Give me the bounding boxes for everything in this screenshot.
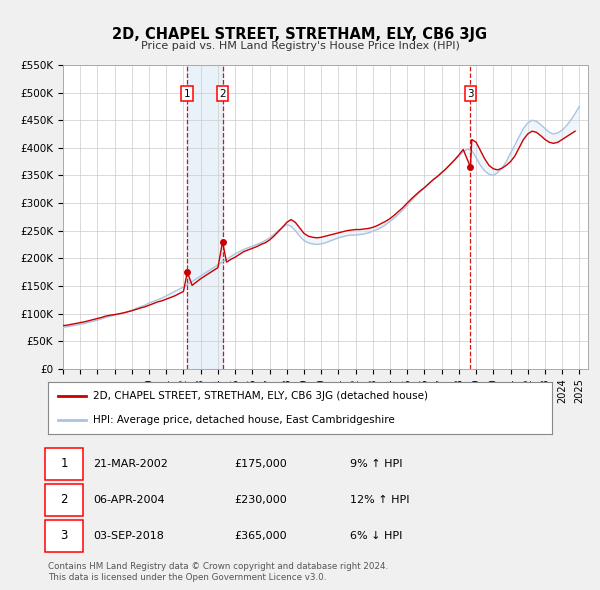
Text: 2D, CHAPEL STREET, STRETHAM, ELY, CB6 3JG: 2D, CHAPEL STREET, STRETHAM, ELY, CB6 3J… — [112, 27, 488, 42]
Text: 2: 2 — [61, 493, 68, 506]
Text: 12% ↑ HPI: 12% ↑ HPI — [350, 495, 410, 505]
Text: 1: 1 — [61, 457, 68, 470]
Text: HPI: Average price, detached house, East Cambridgeshire: HPI: Average price, detached house, East… — [94, 415, 395, 425]
Text: This data is licensed under the Open Government Licence v3.0.: This data is licensed under the Open Gov… — [48, 572, 326, 582]
Text: 06-APR-2004: 06-APR-2004 — [94, 495, 165, 505]
Text: £230,000: £230,000 — [235, 495, 287, 505]
FancyBboxPatch shape — [46, 520, 83, 552]
Bar — [187, 65, 223, 369]
FancyBboxPatch shape — [46, 484, 83, 516]
Text: Contains HM Land Registry data © Crown copyright and database right 2024.: Contains HM Land Registry data © Crown c… — [48, 562, 388, 571]
Text: 2: 2 — [219, 88, 226, 99]
Text: 6% ↓ HPI: 6% ↓ HPI — [350, 531, 403, 541]
Text: 21-MAR-2002: 21-MAR-2002 — [94, 459, 168, 469]
FancyBboxPatch shape — [46, 448, 83, 480]
Text: 2D, CHAPEL STREET, STRETHAM, ELY, CB6 3JG (detached house): 2D, CHAPEL STREET, STRETHAM, ELY, CB6 3J… — [94, 391, 428, 401]
Text: £175,000: £175,000 — [235, 459, 287, 469]
Text: 9% ↑ HPI: 9% ↑ HPI — [350, 459, 403, 469]
Text: 03-SEP-2018: 03-SEP-2018 — [94, 531, 164, 541]
Text: 1: 1 — [184, 88, 191, 99]
Text: £365,000: £365,000 — [235, 531, 287, 541]
Text: Price paid vs. HM Land Registry's House Price Index (HPI): Price paid vs. HM Land Registry's House … — [140, 41, 460, 51]
Text: 3: 3 — [467, 88, 474, 99]
Text: 3: 3 — [61, 529, 68, 542]
